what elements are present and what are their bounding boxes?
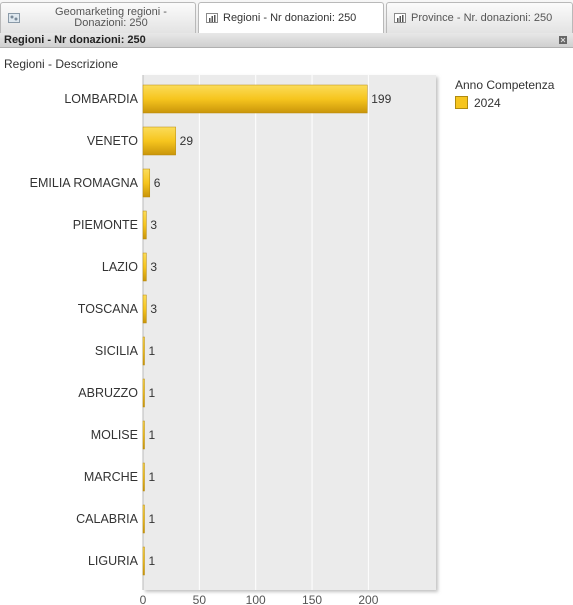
data-label: 1 [149, 428, 156, 442]
bar[interactable] [142, 294, 147, 324]
x-tick-label: 0 [140, 593, 147, 605]
plot-area [143, 75, 436, 590]
x-tick-label: 100 [246, 593, 266, 605]
category-label: LOMBARDIA [64, 92, 138, 106]
tab-bar: Geomarketing regioni - Donazioni: 250 Re… [0, 0, 573, 33]
chart-icon [394, 13, 406, 23]
bar[interactable] [142, 252, 147, 282]
bar[interactable] [142, 378, 145, 408]
data-label: 3 [150, 260, 157, 274]
bar[interactable] [142, 546, 145, 576]
panel-title-bar: Regioni - Nr donazioni: 250 [0, 33, 573, 48]
data-label: 3 [150, 302, 157, 316]
data-label: 1 [149, 470, 156, 484]
dimension-label: Regioni - Descrizione [4, 57, 119, 71]
chart-icon [206, 13, 218, 23]
bar[interactable] [142, 336, 145, 366]
legend-title: Anno Competenza [455, 78, 555, 92]
category-label: SICILIA [95, 344, 139, 358]
tab-label: Province - Nr. donazioni: 250 [411, 12, 553, 24]
tab-label: Geomarketing regioni - Donazioni: 250 [55, 6, 167, 29]
category-label: EMILIA ROMAGNA [30, 176, 139, 190]
legend-swatch[interactable] [455, 96, 468, 109]
bar[interactable] [142, 168, 151, 198]
data-label: 29 [180, 134, 194, 148]
legend-item-label: 2024 [474, 96, 501, 110]
data-label: 6 [154, 176, 161, 190]
data-label: 1 [149, 554, 156, 568]
map-icon [8, 13, 20, 23]
bar[interactable] [142, 420, 145, 450]
x-tick-label: 200 [358, 593, 378, 605]
data-label: 1 [149, 386, 156, 400]
panel-title: Regioni - Nr donazioni: 250 [4, 34, 146, 46]
data-label: 3 [150, 218, 157, 232]
data-label: 1 [149, 344, 156, 358]
category-label: LIGURIA [88, 554, 139, 568]
category-label: VENETO [87, 134, 138, 148]
category-label: PIEMONTE [73, 218, 138, 232]
bar[interactable] [142, 462, 145, 492]
tab-label: Regioni - Nr donazioni: 250 [223, 12, 357, 24]
bar[interactable] [142, 504, 145, 534]
bar[interactable] [142, 210, 147, 240]
category-label: LAZIO [102, 260, 138, 274]
category-label: TOSCANA [78, 302, 139, 316]
x-tick-label: 150 [302, 593, 322, 605]
tab-geomarketing-regioni[interactable]: Geomarketing regioni - Donazioni: 250 [0, 2, 196, 33]
category-label: ABRUZZO [78, 386, 138, 400]
tab-regioni[interactable]: Regioni - Nr donazioni: 250 [198, 2, 384, 33]
category-label: MARCHE [84, 470, 138, 484]
close-icon[interactable] [559, 36, 567, 44]
data-label: 1 [149, 512, 156, 526]
bar[interactable] [142, 84, 368, 114]
category-label: MOLISE [91, 428, 138, 442]
data-label: 199 [371, 92, 391, 106]
bar[interactable] [142, 126, 176, 156]
category-label: CALABRIA [76, 512, 138, 526]
x-tick-label: 50 [193, 593, 207, 605]
